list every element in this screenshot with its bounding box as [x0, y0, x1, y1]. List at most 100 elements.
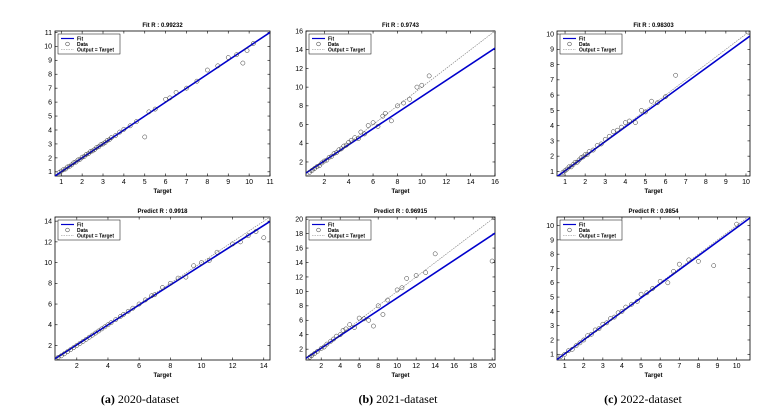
legend-entry: Fit	[579, 36, 585, 42]
x-tick-label: 4	[106, 363, 110, 370]
y-tick-label: 7	[550, 77, 554, 84]
plot-area	[55, 217, 270, 360]
y-tick-label: 8	[48, 72, 52, 79]
x-tick-label: 6	[164, 179, 168, 186]
legend-entry: Data	[77, 42, 88, 48]
data-point	[657, 279, 663, 284]
data-point	[314, 164, 320, 169]
x-tick-label: 10	[418, 179, 426, 186]
data-point	[650, 286, 655, 291]
data-point	[594, 143, 600, 148]
data-point	[614, 127, 620, 133]
data-point	[371, 323, 376, 329]
x-tick-label: 3	[601, 363, 605, 370]
data-point	[734, 221, 739, 227]
data-point	[240, 60, 246, 66]
data-point	[324, 341, 330, 347]
y-tick-label: 14	[295, 260, 303, 267]
data-point	[602, 137, 608, 142]
data-point	[569, 346, 575, 352]
caption-1: (a) 2020-dataset	[101, 392, 180, 406]
chart-panel-2: Fit R : 0.9743 2 4 6 8 10 12 14 16 2 4 6 8 10 12 14 16 Ta…	[295, 23, 499, 195]
x-axis-label: Target	[645, 373, 663, 379]
data-point	[326, 154, 332, 160]
data-point	[324, 157, 330, 163]
legend-data-swatch	[567, 41, 572, 47]
x-axis-label: Target	[154, 373, 172, 379]
y-tick-label: 6	[299, 318, 303, 325]
data-point	[321, 158, 327, 164]
y-tick-label: 12	[295, 66, 303, 73]
y-tick-label: 10	[295, 85, 303, 92]
data-point	[586, 149, 592, 154]
legend-entry: Data	[579, 228, 590, 234]
y-tick-label: 2	[299, 159, 303, 166]
y-tick-label: 16	[295, 245, 303, 252]
data-point	[711, 263, 717, 268]
y-tick-label: 8	[550, 62, 554, 69]
x-tick-label: 4	[620, 363, 624, 370]
data-point	[639, 108, 644, 113]
data-point	[334, 150, 339, 155]
y-tick-label: 8	[299, 103, 303, 110]
data-point	[318, 346, 324, 351]
x-tick-label: 3	[101, 179, 105, 186]
y-tick-label: 14	[44, 219, 52, 226]
y-tick-label: 1	[550, 169, 554, 176]
data-point	[121, 126, 127, 132]
data-point	[404, 276, 410, 281]
fit-line	[557, 35, 750, 176]
data-point	[582, 152, 588, 157]
x-tick-label: 14	[260, 363, 268, 370]
data-point	[649, 98, 654, 104]
x-tick-label: 6	[357, 363, 361, 370]
data-point	[60, 167, 66, 173]
data-point	[167, 280, 173, 286]
plot-title: Predict R : 0.96915	[374, 209, 428, 215]
x-tick-label: 1	[563, 179, 567, 186]
data-point	[341, 143, 347, 149]
data-point	[375, 124, 381, 129]
y-tick-label: 12	[44, 239, 52, 246]
x-tick-label: 6	[371, 179, 375, 186]
y-tick-label: 6	[550, 93, 554, 100]
data-point	[375, 303, 381, 309]
data-point	[611, 314, 617, 320]
y-tick-label: 1	[550, 352, 554, 359]
x-tick-label: 4	[623, 179, 627, 186]
data-point	[663, 94, 668, 99]
data-point	[339, 146, 344, 152]
x-tick-label: 7	[684, 179, 688, 186]
data-point	[98, 142, 104, 147]
caption-3: (c) 2022-dataset	[604, 392, 682, 406]
data-point	[577, 340, 583, 346]
x-tick-label: 14	[467, 179, 475, 186]
data-point	[590, 147, 596, 153]
y-tick-label: 4	[550, 123, 554, 130]
data-point	[71, 160, 77, 166]
y-tick-label: 3	[550, 138, 554, 145]
chart-panel-3: Fit R : 0.98303 1 2 3 4 5 6 7 8 9 10 1 2 3 4 5 6 7 8 9 10 Tar…	[546, 23, 751, 195]
x-tick-label: 6	[137, 363, 141, 370]
x-tick-label: 18	[469, 363, 477, 370]
x-tick-label: 8	[696, 363, 700, 370]
y-tick-label: 9	[550, 47, 554, 54]
legend-entry: Fit	[77, 222, 83, 228]
data-point	[356, 136, 361, 141]
x-tick-label: 5	[644, 179, 648, 186]
y-tick-label: 11	[45, 30, 52, 37]
y-tick-label: 2	[48, 343, 52, 350]
data-point	[337, 332, 343, 338]
x-tick-label: 20	[488, 363, 496, 370]
legend-entry: Data	[579, 42, 590, 48]
legend-data-swatch	[65, 227, 70, 233]
data-point	[361, 316, 367, 322]
data-point	[671, 268, 676, 274]
x-tick-label: 10	[198, 363, 206, 370]
y-tick-label: 14	[295, 47, 303, 54]
legend-entry: Fit	[77, 36, 83, 42]
data-point	[117, 129, 123, 135]
plot-area	[306, 31, 495, 176]
data-point	[380, 312, 386, 317]
data-point	[610, 129, 616, 135]
